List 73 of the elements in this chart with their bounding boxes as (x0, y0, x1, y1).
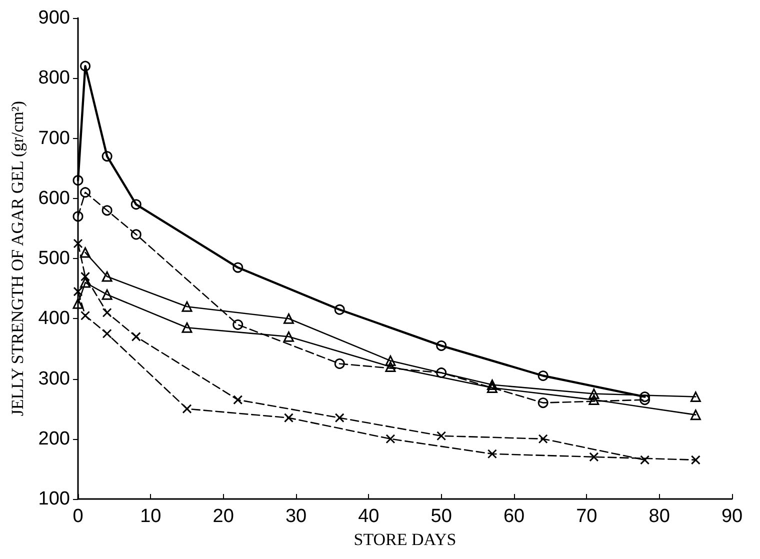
y-tick-label: 800 (38, 68, 70, 89)
point (436, 340, 447, 351)
point (102, 308, 112, 318)
y-tick-label: 500 (38, 248, 70, 269)
point (80, 277, 91, 288)
point (538, 434, 548, 444)
point (80, 272, 90, 282)
x-axis-title: STORE DAYS (354, 530, 456, 549)
point (486, 382, 498, 394)
point (640, 392, 650, 402)
y-tick-label: 600 (38, 188, 70, 209)
point (640, 394, 650, 406)
point (588, 394, 600, 406)
point (80, 187, 91, 198)
y-tick-label: 700 (38, 128, 70, 149)
point (334, 304, 345, 315)
point (486, 380, 498, 390)
point (284, 413, 294, 423)
point (232, 319, 244, 330)
point (102, 205, 112, 216)
y-tick-label: 300 (38, 368, 70, 390)
point (283, 313, 294, 324)
point (102, 271, 112, 282)
point (538, 370, 548, 381)
y-tick-label: 400 (38, 308, 70, 330)
point (232, 262, 244, 273)
point (182, 301, 192, 312)
point (233, 395, 243, 405)
point (130, 199, 142, 210)
x-tick-label: 0 (72, 506, 84, 527)
point (102, 289, 112, 300)
point (102, 151, 112, 162)
x-tick-label: 80 (648, 506, 670, 527)
point (690, 392, 701, 402)
point (386, 434, 396, 444)
point (487, 449, 497, 459)
point (538, 398, 548, 408)
y-tick-label: 900 (38, 8, 70, 28)
point (72, 211, 84, 222)
point (73, 238, 83, 248)
point (73, 286, 83, 296)
point (102, 328, 112, 338)
point (72, 175, 84, 186)
x-tick-label: 40 (358, 506, 380, 527)
x-tick-label: 10 (140, 506, 162, 527)
x-tick-label: 70 (576, 506, 598, 527)
point (334, 358, 345, 369)
y-tick-label: 200 (38, 428, 70, 450)
point (436, 431, 446, 441)
x-tick-label: 50 (430, 506, 452, 527)
point (130, 229, 142, 240)
point (385, 355, 396, 366)
point (72, 298, 84, 309)
point (690, 455, 700, 465)
y-axis-title: JELLY STRENGTH OF AGAR GEL (gr/cm²) (8, 100, 27, 416)
point (182, 404, 192, 414)
x-tick-label: 20 (212, 506, 234, 527)
point (640, 455, 650, 465)
point (80, 60, 91, 72)
x-tick-label: 90 (721, 506, 743, 527)
point (182, 322, 192, 333)
y-tick-label: 100 (38, 488, 70, 510)
point (80, 247, 91, 258)
x-tick-label: 30 (285, 506, 307, 527)
point (436, 367, 447, 378)
point (588, 388, 600, 400)
point (690, 410, 701, 420)
point (334, 413, 344, 423)
x-tick-label: 60 (503, 506, 525, 527)
point (283, 331, 294, 342)
point (589, 452, 599, 462)
point (131, 332, 141, 342)
point (385, 361, 396, 372)
